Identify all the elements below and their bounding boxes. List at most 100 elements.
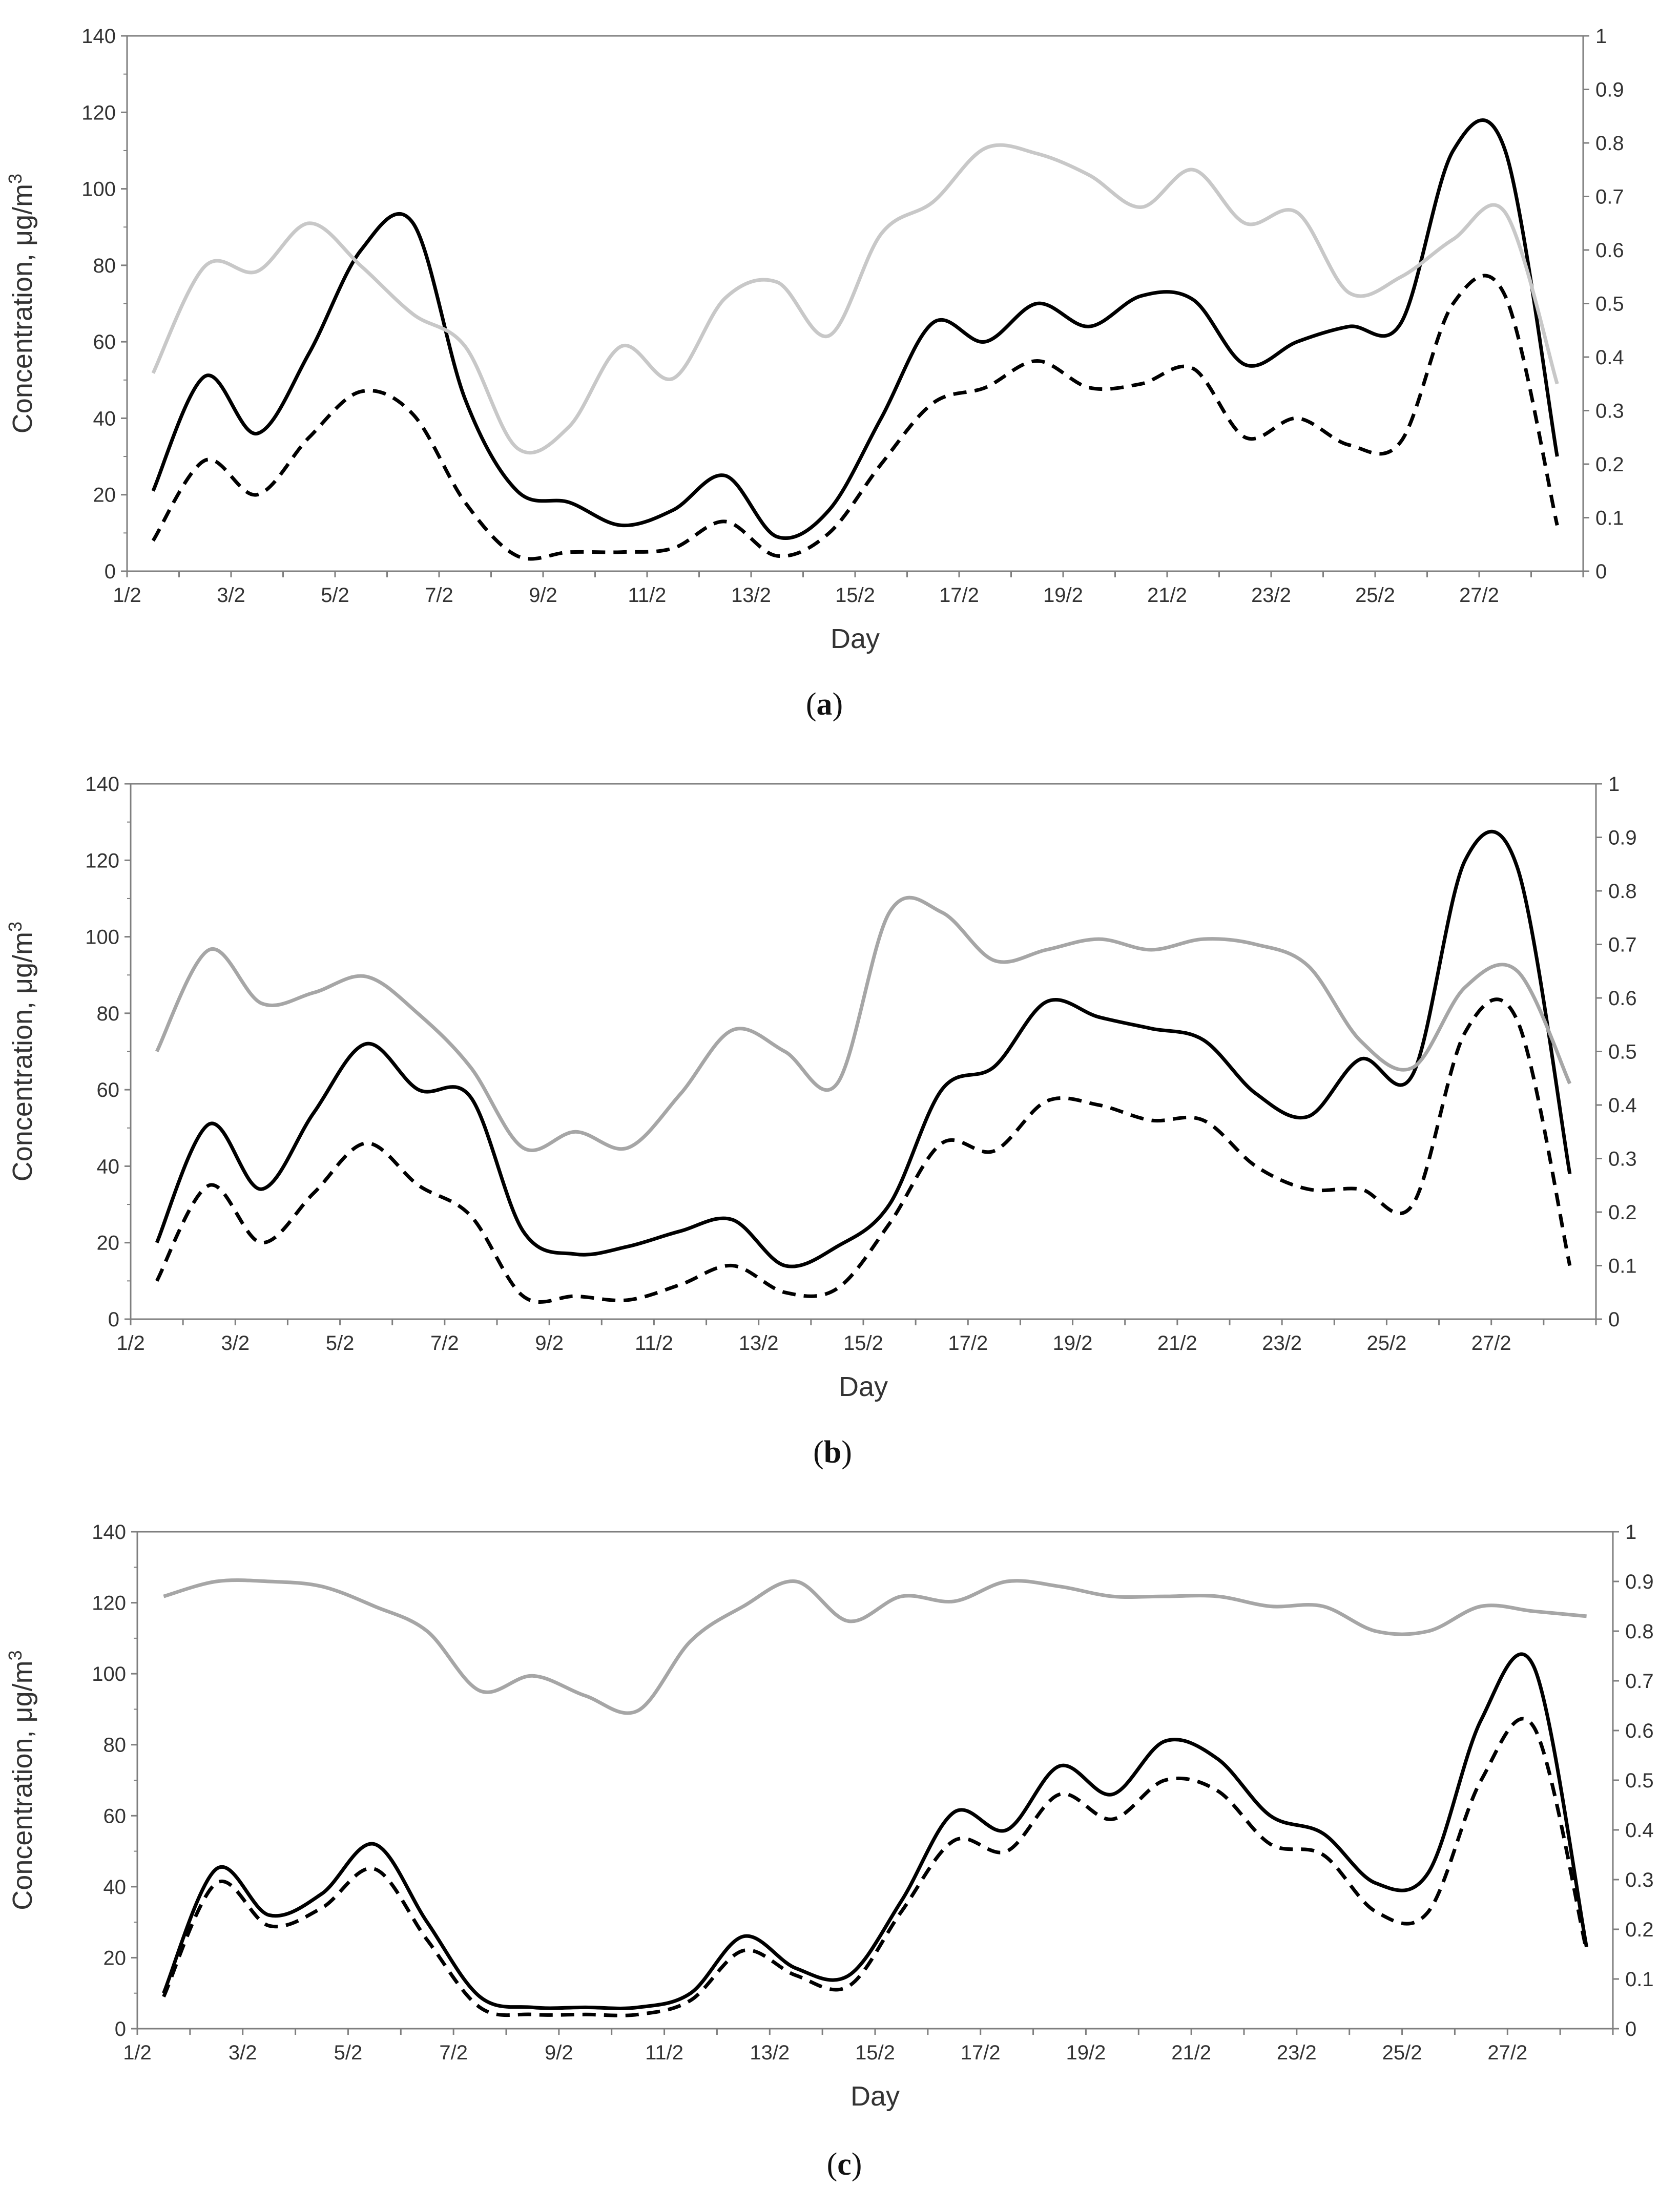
plot-area-border	[130, 783, 1597, 1320]
y2-tick-label: 0.4	[1595, 346, 1624, 369]
x-tick-label: 19/2	[1053, 1332, 1093, 1355]
y-tick-label: 120	[85, 849, 119, 872]
y-tick-label: 140	[92, 1521, 126, 1544]
series-dashed-line-point	[1255, 1165, 1257, 1167]
y2-tick-label: 0.8	[1608, 880, 1637, 903]
series-dashed-line-point	[1046, 1100, 1048, 1102]
y-tick-label: 120	[81, 101, 116, 124]
series-dashed-line-point	[418, 1184, 420, 1186]
x-tick-label: 9/2	[545, 2041, 573, 2064]
x-tick-label: 7/2	[439, 2041, 468, 2064]
x-axis-title: Day	[831, 623, 880, 654]
y-tick-label: 20	[103, 1947, 127, 1969]
plot-area-border	[136, 1531, 1614, 2030]
y2-tick-label: 0.7	[1625, 1670, 1654, 1693]
x-tick-label: 19/2	[1066, 2041, 1106, 2064]
series-dashed-line-point	[568, 551, 570, 553]
series-grey-line	[151, 143, 1559, 455]
y-tick-label: 40	[103, 1876, 127, 1899]
y2-tick-label: 0.1	[1595, 507, 1624, 530]
x-tick-label: 5/2	[326, 1332, 355, 1355]
series-solid-line	[151, 118, 1559, 540]
series-solid-line	[155, 829, 1572, 1268]
x-axis-title: Day	[851, 2081, 900, 2112]
y-tick-label: 120	[92, 1592, 126, 1615]
figure-caption: (a)	[806, 687, 843, 722]
x-tick-label: 7/2	[430, 1332, 459, 1355]
y2-tick-label: 0.6	[1608, 987, 1637, 1010]
series-dashed-line-point	[574, 1295, 576, 1297]
y2-tick-label: 0.7	[1595, 186, 1624, 209]
x-tick-label: 25/2	[1382, 2041, 1422, 2064]
y-tick-label: 60	[103, 1805, 127, 1827]
x-tick-label: 5/2	[321, 584, 349, 607]
series-dashed-line-point	[679, 1284, 681, 1286]
y2-tick-label: 0.1	[1625, 1968, 1654, 1991]
x-tick-label: 23/2	[1251, 584, 1291, 607]
y-tick-label: 80	[97, 1003, 120, 1025]
y2-tick-label: 0.9	[1608, 827, 1637, 849]
series-dashed-line	[151, 274, 1559, 561]
x-tick-label: 21/2	[1171, 2041, 1211, 2064]
y2-tick-label: 0.4	[1625, 1819, 1654, 1842]
x-tick-label: 27/2	[1487, 2041, 1527, 2064]
x-tick-label: 23/2	[1277, 2041, 1317, 2064]
y2-tick-label: 0	[1595, 560, 1607, 583]
x-tick-label: 19/2	[1043, 584, 1083, 607]
series-dashed-line-point	[848, 1985, 850, 1987]
x-tick-label: 23/2	[1262, 1332, 1302, 1355]
series-dashed-line	[155, 997, 1572, 1304]
y-axis-title: Concentration, μg/m3	[5, 174, 38, 433]
x-tick-label: 3/2	[221, 1332, 250, 1355]
y-tick-label: 0	[115, 2018, 126, 2040]
y-tick-label: 20	[97, 1232, 120, 1255]
y2-tick-label: 0.1	[1608, 1255, 1637, 1278]
x-tick-label: 13/2	[750, 2041, 790, 2064]
series-dashed-line-point	[1375, 1910, 1377, 1912]
y2-tick-label: 0.8	[1595, 132, 1624, 155]
x-tick-label: 13/2	[731, 584, 771, 607]
x-tick-label: 9/2	[529, 584, 557, 607]
y-tick-label: 100	[81, 178, 116, 201]
figure-caption: (c)	[827, 2147, 862, 2182]
figure-caption: (b)	[813, 1435, 852, 1470]
y-tick-label: 80	[103, 1734, 127, 1757]
x-tick-label: 1/2	[113, 584, 141, 607]
x-tick-label: 15/2	[835, 584, 875, 607]
plot-area-border	[126, 35, 1584, 572]
series-dashed-line-point	[1586, 1950, 1588, 1952]
y2-tick-label: 1	[1595, 25, 1607, 48]
x-tick-label: 11/2	[628, 584, 667, 607]
y2-tick-label: 1	[1625, 1521, 1636, 1544]
y2-tick-label: 0.2	[1625, 1919, 1654, 1941]
series-dashed-line	[162, 1717, 1589, 2017]
y-tick-label: 20	[93, 484, 116, 507]
x-tick-label: 1/2	[123, 2041, 152, 2064]
y2-tick-label: 0.9	[1595, 79, 1624, 101]
series-dashed-line-point	[215, 1882, 217, 1884]
y-tick-label: 100	[85, 926, 119, 949]
x-tick-label: 13/2	[739, 1332, 779, 1355]
series-dashed-line-point	[470, 1215, 472, 1217]
y2-tick-label: 0.2	[1608, 1201, 1637, 1224]
y-tick-label: 80	[93, 255, 116, 277]
x-tick-label: 3/2	[229, 2041, 257, 2064]
series-dashed-line-point	[1517, 1020, 1519, 1022]
y2-tick-label: 0.9	[1625, 1571, 1654, 1593]
y2-tick-label: 0.6	[1595, 239, 1624, 262]
x-tick-label: 27/2	[1459, 584, 1499, 607]
chart-c: 0 20 40 60 80 100 120 140 0 0.1 0.2 0.3 0.4 0.5 0.6 0.7…	[5, 1521, 1654, 2182]
y2-tick-label: 0.6	[1625, 1720, 1654, 1742]
x-tick-label: 21/2	[1147, 584, 1187, 607]
x-tick-label: 17/2	[961, 2041, 1001, 2064]
series-dashed-line-point	[1006, 1850, 1008, 1852]
series-dashed-line-point	[672, 547, 674, 549]
y-axis-title: Concentration, μg/m3	[5, 922, 38, 1181]
x-tick-label: 11/2	[635, 1332, 673, 1355]
x-tick-label: 11/2	[645, 2041, 683, 2064]
y-tick-label: 0	[108, 1308, 119, 1331]
series-grey-line	[155, 895, 1572, 1153]
x-tick-label: 9/2	[535, 1332, 564, 1355]
y2-tick-label: 0.5	[1608, 1041, 1637, 1064]
